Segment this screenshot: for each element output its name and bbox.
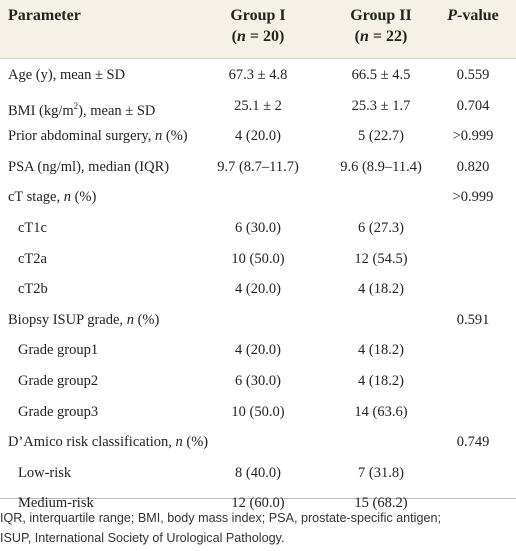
text-segment: ), mean ± SD	[78, 102, 156, 119]
italic-text: n	[63, 189, 71, 206]
row-label: cT stage, n (%)	[8, 188, 96, 206]
row-label: D’Amico risk classification, n (%)	[8, 433, 208, 451]
value-cell: 6 (30.0)	[235, 220, 281, 236]
text-segment: = 22)	[368, 28, 408, 45]
row-label: Low-risk	[18, 464, 71, 482]
value-cell: >0.999	[452, 189, 494, 206]
text-segment: (%)	[70, 189, 97, 206]
value-cell: 0.704	[456, 97, 490, 114]
italic-text: n	[175, 434, 183, 451]
bottom-rule	[0, 498, 516, 499]
italic-text: n	[155, 128, 163, 145]
value-cell: 14 (63.6)	[354, 403, 408, 420]
value-cell: 0.749	[456, 434, 490, 451]
value-cell: 6 (27.3)	[358, 220, 404, 236]
footnote: IQR, interquartile range; BMI, body mass…	[0, 511, 441, 525]
row-label: BMI (kg/m2), mean ± SD	[8, 97, 155, 120]
text-segment: (%)	[162, 128, 188, 145]
superscript: 2	[73, 100, 79, 111]
text-segment: -value	[457, 7, 499, 24]
header-cell: Parameter	[8, 6, 81, 26]
header-cell: P-value	[393, 6, 516, 26]
text-segment: Grade group3	[18, 403, 99, 420]
value-cell: 25.1 ± 2	[234, 97, 282, 114]
row-label: cT2a	[18, 250, 47, 268]
value-cell: 4 (18.2)	[358, 373, 404, 389]
text-segment: cT stage,	[8, 189, 64, 206]
text-segment: Age (y), mean ± SD	[8, 67, 126, 83]
value-cell: 10 (50.0)	[231, 250, 285, 267]
text-segment: Prior abdominal surgery,	[8, 128, 155, 145]
value-cell: >0.999	[452, 128, 494, 145]
value-cell: 9.6 (8.9–11.4)	[340, 158, 422, 175]
italic-text: n	[359, 28, 369, 45]
row-label: Medium-risk	[18, 494, 94, 512]
header-cell: Group I	[178, 6, 338, 26]
text-segment: (	[231, 28, 237, 45]
text-segment: D’Amico risk classification,	[8, 434, 176, 451]
value-cell: 7 (31.8)	[358, 464, 404, 481]
text-segment: BMI (kg/m	[8, 102, 74, 119]
text-segment: cT2b	[18, 281, 48, 298]
value-cell: 8 (40.0)	[235, 464, 281, 481]
text-segment: Medium-risk	[18, 495, 94, 512]
value-cell: 10 (50.0)	[231, 403, 285, 420]
italic-text: n	[236, 28, 246, 45]
header-cell: (n = 22)	[301, 27, 461, 47]
text-segment: Low-risk	[18, 464, 72, 481]
text-segment: Group II	[350, 7, 412, 24]
value-cell: 0.591	[456, 311, 490, 328]
value-cell: 0.559	[456, 67, 490, 83]
row-label: Age (y), mean ± SD	[8, 66, 125, 84]
text-segment: cT1c	[18, 220, 47, 236]
value-cell: 4 (20.0)	[235, 281, 281, 298]
text-segment: Group I	[230, 7, 286, 24]
row-label: Biopsy ISUP grade, n (%)	[8, 311, 159, 329]
value-cell: 12 (60.0)	[231, 495, 285, 512]
italic-text: P	[447, 7, 457, 24]
value-cell: 15 (68.2)	[354, 495, 408, 512]
text-segment: Biopsy ISUP grade,	[8, 311, 127, 328]
value-cell: 6 (30.0)	[235, 373, 281, 389]
header-cell: Group II	[301, 6, 461, 26]
row-label: Prior abdominal surgery, n (%)	[8, 127, 188, 145]
text-segment: Parameter	[8, 7, 81, 24]
value-cell: 4 (20.0)	[235, 342, 281, 359]
value-cell: 5 (22.7)	[358, 128, 404, 145]
text-segment: = 20)	[245, 28, 285, 45]
text-segment: Grade group2	[18, 373, 99, 389]
header-band	[0, 0, 516, 59]
value-cell: 67.3 ± 4.8	[228, 67, 288, 83]
row-label: Grade group3	[18, 403, 98, 421]
value-cell: 4 (18.2)	[358, 281, 404, 298]
value-cell: 4 (18.2)	[358, 342, 404, 359]
header-cell: (n = 20)	[178, 27, 338, 47]
text-segment: cT2a	[18, 250, 47, 267]
value-cell: 0.820	[456, 158, 490, 175]
value-cell: 9.7 (8.7–11.7)	[217, 158, 299, 175]
text-segment: (%)	[182, 434, 209, 451]
footnote: ISUP, International Society of Urologica…	[0, 531, 285, 545]
text-segment: (	[354, 28, 360, 45]
text-segment: (%)	[133, 311, 160, 328]
italic-text: n	[126, 311, 134, 328]
text-segment: PSA (ng/ml), median (IQR)	[8, 158, 170, 175]
value-cell: 66.5 ± 4.5	[351, 67, 411, 83]
row-label: cT1c	[18, 219, 47, 237]
value-cell: 12 (54.5)	[354, 250, 408, 267]
row-label: Grade group1	[18, 341, 98, 359]
value-cell: 4 (20.0)	[235, 128, 281, 145]
text-segment: Grade group1	[18, 342, 99, 359]
row-label: Grade group2	[18, 372, 98, 390]
row-label: cT2b	[18, 280, 48, 298]
row-label: PSA (ng/ml), median (IQR)	[8, 158, 169, 176]
value-cell: 25.3 ± 1.7	[351, 97, 411, 114]
